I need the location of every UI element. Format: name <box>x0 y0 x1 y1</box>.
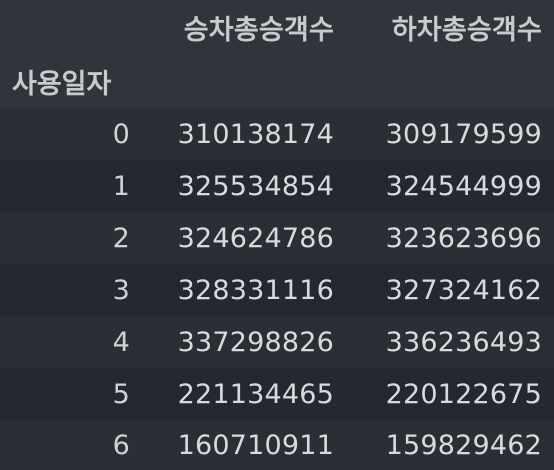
alighting-total-cell: 323623696 <box>385 222 542 254</box>
alighting-total-cell: 327324162 <box>385 274 542 306</box>
row-index: 2 <box>112 222 130 254</box>
boarding-total-cell: 325534854 <box>177 170 334 202</box>
row-index: 3 <box>112 274 130 306</box>
alighting-total-cell: 159829462 <box>385 429 542 461</box>
table-row: 1 325534854 324544999 <box>0 160 554 212</box>
alighting-total-cell: 309179599 <box>385 118 542 150</box>
column-header-alighting-total: 하차총승객수 <box>391 14 542 46</box>
row-index: 0 <box>112 118 130 150</box>
table-row: 3 328331116 327324162 <box>0 264 554 316</box>
alighting-total-cell: 220122675 <box>385 378 542 410</box>
boarding-total-cell: 337298826 <box>177 326 334 358</box>
table-row: 6 160710911 159829462 <box>0 420 554 470</box>
row-index: 6 <box>112 429 130 461</box>
boarding-total-cell: 310138174 <box>177 118 334 150</box>
boarding-total-cell: 221134465 <box>177 378 334 410</box>
row-index: 4 <box>112 326 130 358</box>
row-index: 1 <box>112 170 130 202</box>
table-row: 4 337298826 336236493 <box>0 316 554 368</box>
column-header-boarding-total: 승차총승객수 <box>183 14 334 46</box>
column-header-row: 승차총승객수 하차총승객수 <box>0 0 554 54</box>
boarding-total-cell: 324624786 <box>177 222 334 254</box>
alighting-total-cell: 336236493 <box>385 326 542 358</box>
row-index: 5 <box>112 378 130 410</box>
index-header-row: 사용일자 <box>0 54 554 108</box>
table-row: 0 310138174 309179599 <box>0 108 554 160</box>
table-row: 2 324624786 323623696 <box>0 212 554 264</box>
boarding-total-cell: 160710911 <box>177 429 334 461</box>
index-name-label: 사용일자 <box>12 68 112 100</box>
table-row: 5 221134465 220122675 <box>0 368 554 420</box>
boarding-total-cell: 328331116 <box>177 274 334 306</box>
alighting-total-cell: 324544999 <box>385 170 542 202</box>
